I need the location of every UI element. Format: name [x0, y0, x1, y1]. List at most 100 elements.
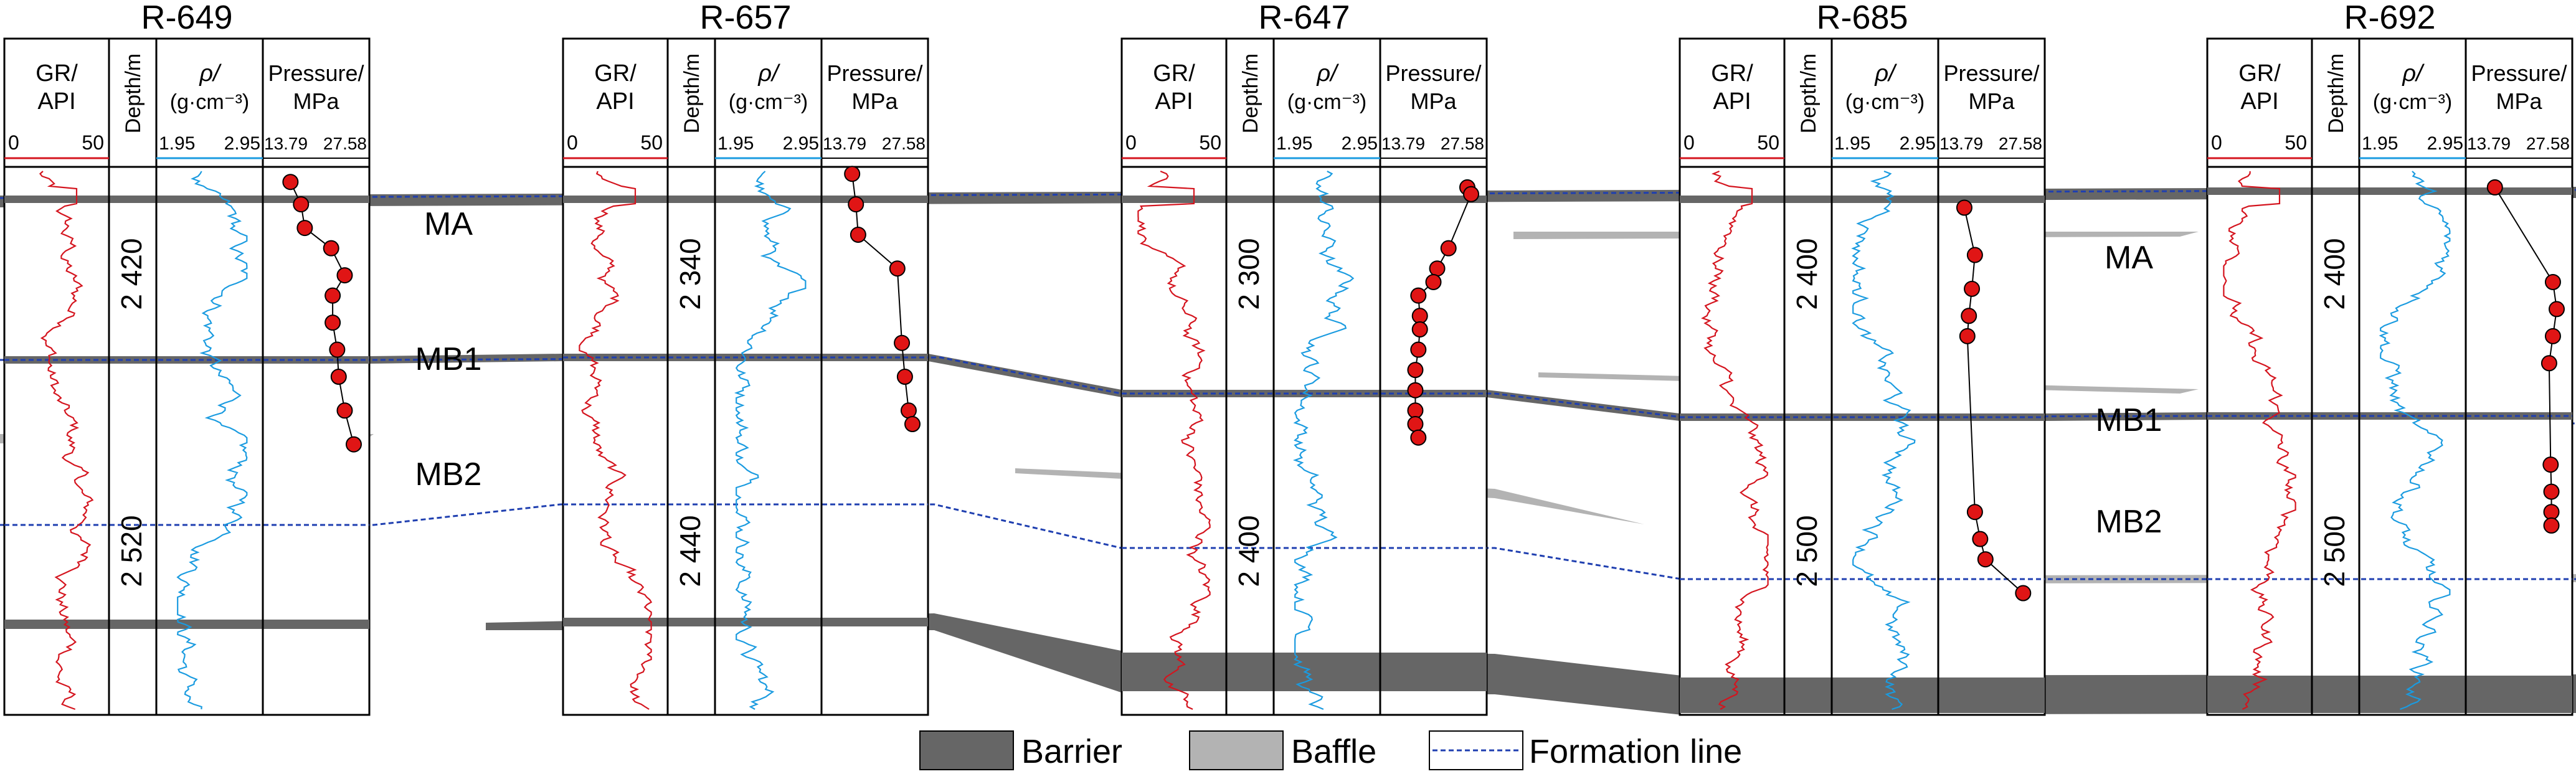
top-barrier-band [1680, 196, 2045, 203]
pressure-header: Pressure/ [2471, 60, 2567, 86]
legend-baffle-label: Baffle [1291, 733, 1376, 770]
legend-formation-label: Formation line [1529, 733, 1742, 770]
legend-barrier-label: Barrier [1021, 733, 1122, 770]
pressure-point [282, 174, 299, 191]
depth-header: Depth/m [1797, 54, 1821, 134]
pressure-point [2542, 456, 2559, 473]
well-frame [1679, 37, 2046, 716]
pressure-point [2544, 273, 2561, 290]
rho-header: ρ/ [199, 60, 222, 87]
top-barrier-band [4, 196, 369, 203]
well-r-657: R-657 GR/API Depth/m ρ/ (g·cm⁻³) Pressure/MPa… [562, 0, 929, 716]
gr-scale-min: 0 [8, 131, 19, 154]
gr-header: GR/ [36, 60, 78, 87]
well-name: R-657 [699, 0, 791, 36]
pressure-header: Pressure/ [268, 60, 364, 86]
pressure-point [346, 436, 362, 453]
gr-header: GR/ [1153, 60, 1195, 87]
pressure-point [329, 341, 346, 358]
zone-label-ma: MA [424, 206, 473, 242]
depth-header: Depth/m [1239, 54, 1262, 134]
well-r-647: R-647 GR/API Depth/m ρ/ (g·cm⁻³) Pressure/MPa… [1120, 0, 1488, 716]
well-name: R-692 [2344, 0, 2435, 36]
pressure-point [894, 334, 911, 351]
rho-log-curve [734, 171, 807, 710]
zone-label-mb1: MB1 [415, 341, 482, 377]
rho-header-unit: (g·cm⁻³) [1845, 90, 1925, 114]
pressure-header: Pressure/ [1385, 60, 1481, 86]
ma-mb1-barrier [563, 354, 1487, 397]
legend: Barrier Baffle Formation line [919, 730, 1742, 770]
gr-scale-min: 0 [1683, 131, 1695, 154]
gr-scale-max: 50 [2285, 131, 2307, 154]
depth-header: Depth/m [680, 54, 704, 134]
pressure-header-unit: MPa [2496, 88, 2542, 114]
gr-scale-min: 0 [567, 131, 578, 154]
barrier-band-lower [1680, 677, 2045, 713]
rho-scale-min: 1.95 [2362, 133, 2398, 154]
pressure-header-unit: MPa [851, 88, 898, 114]
well-frame [562, 37, 929, 716]
pressure-point [1961, 308, 1977, 324]
rho-scale-max: 2.95 [1342, 133, 1378, 154]
legend-baffle-swatch [1189, 730, 1284, 770]
depth-tick-label: 2 400 [2318, 238, 2351, 309]
gr-scale-min: 0 [2211, 131, 2222, 154]
pressure-point [1440, 240, 1457, 257]
pressure-point [1411, 321, 1428, 338]
gr-scale-max: 50 [640, 131, 663, 154]
well-r-685: R-685 GR/API Depth/m ρ/ (g·cm⁻³) Pressure/MPa… [1679, 0, 2046, 716]
gr-header-unit: API [2240, 88, 2278, 115]
rho-scale-min: 1.95 [1276, 133, 1312, 154]
pressure-point [1410, 429, 1427, 446]
pressure-point [1463, 186, 1479, 202]
pressure-scale-max: 27.58 [1999, 134, 2042, 153]
pressure-scale-min: 13.79 [823, 134, 866, 153]
pressure-point [336, 402, 353, 419]
legend-barrier-swatch [919, 730, 1014, 770]
rho-scale-min: 1.95 [1834, 133, 1870, 154]
pressure-point [2549, 301, 2565, 318]
well-columns: R-649 GR/API Depth/m ρ/ (g·cm⁻³) Pressure/MPa… [3, 0, 2574, 716]
pressure-point [1407, 382, 1424, 399]
pressure-scale-max: 27.58 [2526, 134, 2570, 153]
pressure-point [2543, 483, 2560, 500]
mb2-barrier [486, 613, 2576, 715]
depth-header: Depth/m [121, 54, 145, 134]
pressure-point [1956, 199, 1972, 216]
pressure-header: Pressure/ [826, 60, 922, 86]
rho-log-curve [2379, 171, 2451, 711]
barrier-band-lower [563, 618, 928, 626]
pressure-point [900, 402, 917, 419]
pressure-point [848, 196, 864, 213]
pressure-point [296, 220, 313, 237]
pressure-header-unit: MPa [1410, 88, 1457, 114]
barrier-band-lower [2207, 676, 2572, 713]
rho-header-unit: (g·cm⁻³) [170, 90, 249, 114]
pressure-header-unit: MPa [293, 88, 339, 114]
zone-labels: MA MB1 MB2 MA MB1 MB2 [415, 206, 2162, 540]
gr-header: GR/ [1711, 60, 1753, 87]
depth-header: Depth/m [2324, 54, 2348, 134]
pressure-scale-max: 27.58 [882, 134, 926, 153]
gr-scale-min: 0 [1125, 131, 1137, 154]
zone-label-mb2: MB2 [415, 456, 482, 493]
gr-scale-max: 50 [82, 131, 104, 154]
well-name: R-649 [141, 0, 232, 36]
pressure-point [1964, 280, 1981, 297]
pressure-point [850, 226, 866, 243]
pressure-point [1966, 247, 1983, 263]
pressure-point [1966, 504, 1983, 521]
pressure-point [324, 314, 341, 331]
pressure-point [293, 196, 310, 213]
rho-header: ρ/ [2402, 60, 2425, 87]
gr-header: GR/ [594, 60, 637, 87]
pressure-point [1425, 273, 1442, 290]
zone-label-mb1: MB1 [2096, 402, 2162, 438]
pressure-header-unit: MPa [1968, 88, 2015, 114]
pressure-scale-max: 27.58 [323, 134, 367, 153]
rho-scale-min: 1.95 [159, 133, 195, 154]
depth-tick-label: 2 420 [115, 238, 148, 309]
gr-log-curve [1701, 170, 1769, 710]
top-barrier-band [563, 196, 928, 203]
